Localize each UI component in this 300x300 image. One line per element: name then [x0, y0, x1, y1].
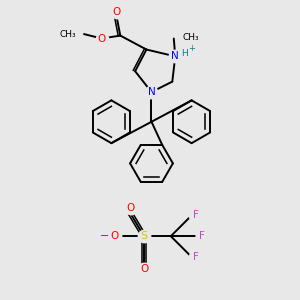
Text: O: O [98, 34, 106, 44]
Text: O: O [111, 231, 119, 241]
Text: +: + [188, 44, 195, 52]
Text: H: H [182, 49, 188, 58]
Text: O: O [127, 203, 135, 213]
Text: CH₃: CH₃ [183, 33, 199, 42]
Text: CH₃: CH₃ [60, 30, 76, 39]
Text: N: N [171, 51, 179, 62]
Text: O: O [140, 264, 148, 274]
Text: F: F [193, 252, 198, 262]
Text: S: S [140, 231, 148, 241]
Text: N: N [148, 87, 155, 97]
Text: O: O [112, 7, 121, 17]
Text: −: − [100, 231, 110, 241]
Text: F: F [199, 231, 205, 241]
Text: F: F [193, 210, 198, 220]
